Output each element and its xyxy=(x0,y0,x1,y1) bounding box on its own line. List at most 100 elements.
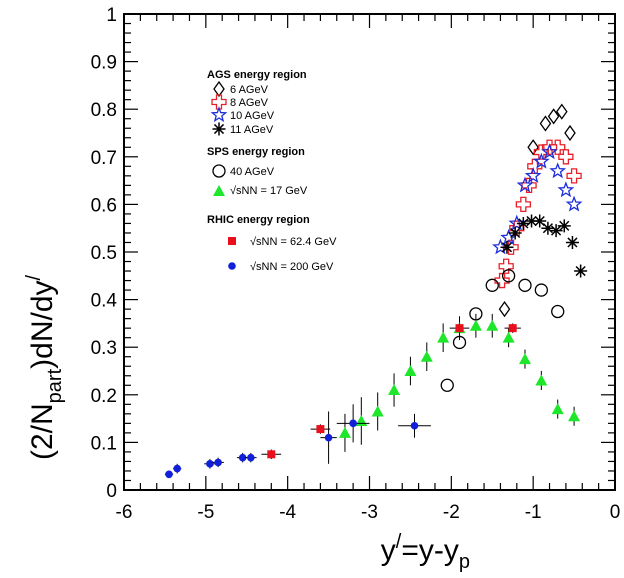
x-tick-labels: -6 -5 -4 -3 -2 -1 0 xyxy=(116,502,621,523)
legend-label-6agev: 6 AGeV xyxy=(230,84,269,96)
data-point xyxy=(524,167,542,183)
data-point xyxy=(267,450,276,459)
data-point xyxy=(502,331,515,343)
series-snn-200-gev xyxy=(164,404,431,479)
data-point xyxy=(494,272,510,289)
series-8-agev xyxy=(494,139,582,289)
legend-marker xyxy=(210,106,228,123)
legend-marker xyxy=(213,185,225,196)
series-snn-17-gev xyxy=(338,313,581,452)
legend-marker xyxy=(212,164,226,178)
data-point xyxy=(518,278,532,292)
data-point xyxy=(206,460,214,468)
x-tick-label: -1 xyxy=(525,502,542,523)
series-6-agev xyxy=(498,103,576,318)
y-tick-label: 0.4 xyxy=(91,291,118,312)
x-tick-label: 0 xyxy=(610,502,621,523)
data-point xyxy=(485,278,499,292)
legend-label-8agev: 8 AGeV xyxy=(230,97,269,109)
y-tick-labels: 0 0.1 0.2 0.3 0.4 0.5 0.6 0.7 0.8 0.9 1 xyxy=(91,5,118,502)
data-point xyxy=(557,219,571,233)
data-point xyxy=(247,453,255,462)
legend-heading-ags: AGS energy region xyxy=(207,69,307,81)
data-point xyxy=(541,143,558,160)
y-tick-label: 0.1 xyxy=(91,433,117,454)
data-point xyxy=(486,319,499,331)
data-point xyxy=(388,384,401,396)
data-point xyxy=(564,124,576,142)
data-point xyxy=(527,139,539,156)
legend-marker xyxy=(228,262,236,270)
data-point xyxy=(500,240,514,254)
series-10-agev xyxy=(492,143,583,255)
data-point xyxy=(516,216,530,230)
y-tick-label: 0.9 xyxy=(91,53,117,74)
y-axis-title: (2/Npart)dN/dy/ xyxy=(23,274,66,460)
data-marks xyxy=(164,103,588,479)
y-tick-label: 0.6 xyxy=(91,195,117,216)
y-tick-label: 0.5 xyxy=(91,243,117,264)
data-point xyxy=(173,464,181,473)
data-point xyxy=(355,414,368,426)
data-point xyxy=(515,196,531,213)
data-point xyxy=(566,168,582,184)
x-tick-label: -5 xyxy=(197,502,214,523)
series-11-agev xyxy=(500,214,588,278)
y-tick-label: 1 xyxy=(106,5,117,26)
y-tick-label: 0.3 xyxy=(91,338,117,359)
data-point xyxy=(547,108,560,125)
y-tick-label: 0.2 xyxy=(91,386,117,407)
data-point xyxy=(455,324,464,333)
data-point xyxy=(498,301,511,318)
y-tick-label: 0.7 xyxy=(91,148,117,169)
data-point xyxy=(440,378,454,392)
legend-marker xyxy=(228,237,236,245)
legend-label-200gev: √sNN = 200 GeV xyxy=(250,261,334,273)
data-point xyxy=(420,350,433,362)
x-tick-label: -4 xyxy=(279,502,296,523)
data-point xyxy=(533,214,547,228)
data-point xyxy=(541,139,558,155)
legend-label-11agev: 11 AGeV xyxy=(230,124,274,136)
data-point xyxy=(551,304,565,319)
data-point xyxy=(501,269,516,283)
data-point xyxy=(349,419,357,428)
legend-heading-rhic: RHIC energy region xyxy=(207,214,310,226)
data-point xyxy=(565,195,583,212)
data-point xyxy=(410,421,419,430)
data-point xyxy=(565,235,579,249)
legend-label-40agev: 40 AGeV xyxy=(230,166,275,178)
y-tick-label: 0 xyxy=(106,481,117,502)
legend-marker xyxy=(213,80,225,98)
data-point xyxy=(324,433,333,442)
legend-heading-sps: SPS energy region xyxy=(207,146,305,158)
data-point xyxy=(549,162,567,179)
data-point xyxy=(558,149,574,165)
legend-label-62gev: √sNN = 62.4 GeV xyxy=(250,236,337,248)
data-point xyxy=(437,331,450,343)
y-tick-label: 0.8 xyxy=(91,100,117,121)
axis-ticks xyxy=(123,13,616,491)
data-point xyxy=(316,425,325,434)
legend-label-10agev: 10 AGeV xyxy=(230,110,275,122)
data-point xyxy=(508,324,517,333)
legend: AGS energy region 6 AGeV 8 AGeV 10 AGeV … xyxy=(207,69,337,273)
data-point xyxy=(549,224,563,238)
data-point xyxy=(498,258,514,274)
data-point xyxy=(539,115,552,132)
data-point xyxy=(371,405,384,417)
data-point xyxy=(238,453,247,462)
legend-label-17gev: √sNN = 17 GeV xyxy=(230,185,308,197)
data-point xyxy=(534,283,548,297)
data-point xyxy=(551,403,564,415)
series-snn-62-4-gev xyxy=(261,323,521,460)
data-point xyxy=(518,353,531,365)
data-point xyxy=(525,214,539,228)
legend-marker xyxy=(212,122,226,136)
data-point xyxy=(532,152,550,169)
data-point xyxy=(509,220,525,236)
data-point xyxy=(574,264,588,278)
data-point xyxy=(165,470,173,479)
x-tick-label: -3 xyxy=(361,502,378,523)
